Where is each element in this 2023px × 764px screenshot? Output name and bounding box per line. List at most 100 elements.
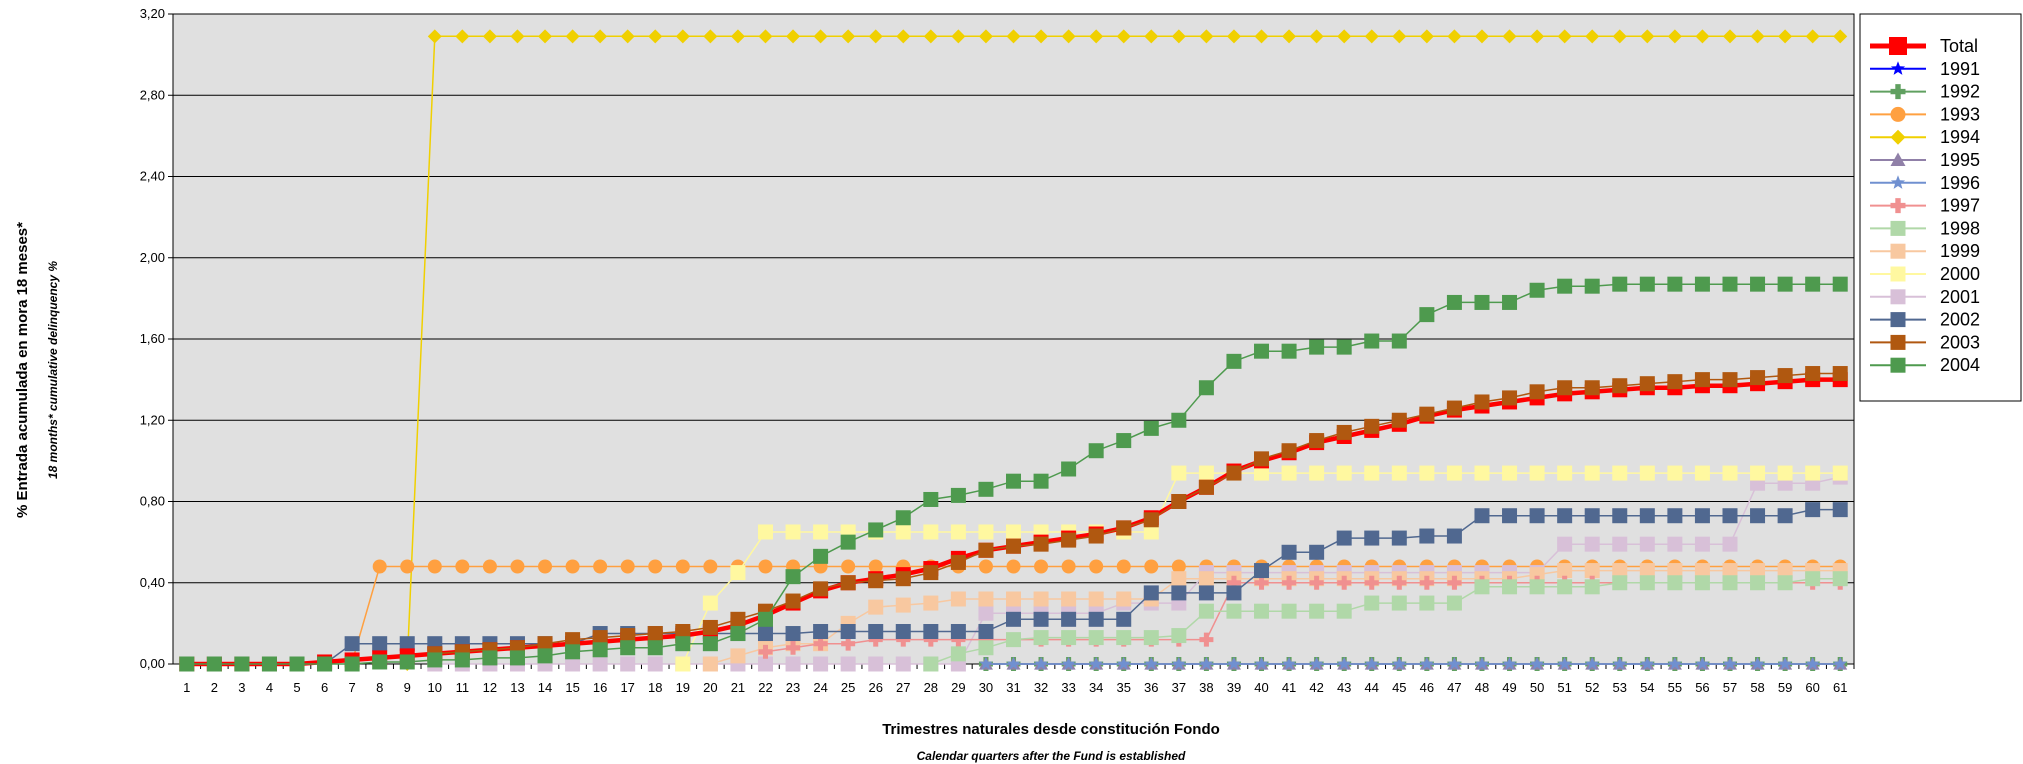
data-point-1999 bbox=[730, 648, 746, 664]
data-point-2003 bbox=[1391, 412, 1407, 428]
x-tick-label: 50 bbox=[1530, 680, 1544, 695]
data-point-2000 bbox=[1557, 465, 1573, 481]
data-point-1994 bbox=[868, 29, 883, 44]
data-point-2000 bbox=[813, 524, 829, 540]
data-point-1993 bbox=[1116, 559, 1131, 574]
data-point-2002 bbox=[923, 624, 939, 639]
data-point-2000 bbox=[1391, 465, 1407, 481]
data-point-1997 bbox=[951, 632, 966, 647]
data-point-2004 bbox=[1116, 433, 1132, 449]
data-point-2000 bbox=[1722, 465, 1738, 481]
legend-label: 2003 bbox=[1940, 332, 1980, 352]
data-point-1997 bbox=[1364, 575, 1379, 590]
x-tick-label: 51 bbox=[1557, 680, 1571, 695]
data-point-1999 bbox=[868, 599, 884, 615]
data-point-1996 bbox=[1750, 657, 1765, 670]
x-tick-label: 52 bbox=[1585, 680, 1599, 695]
data-point-1994 bbox=[482, 29, 497, 44]
data-point-1996 bbox=[1365, 657, 1379, 670]
legend-item-1994: 1994 bbox=[1870, 127, 1980, 147]
data-point-1996 bbox=[1833, 657, 1847, 670]
data-point-2004 bbox=[592, 642, 608, 658]
data-point-1994 bbox=[648, 29, 663, 44]
data-point-1994 bbox=[593, 29, 608, 44]
data-point-1999 bbox=[1088, 591, 1104, 607]
data-point-1994 bbox=[1557, 29, 1572, 44]
x-axis-title: Trimestres naturales desde constitución … bbox=[882, 721, 1220, 738]
data-point-1993 bbox=[675, 559, 690, 574]
data-point-2000 bbox=[1529, 465, 1545, 481]
data-point-1999 bbox=[1777, 563, 1793, 579]
x-tick-label: 21 bbox=[731, 680, 745, 695]
x-tick-label: 42 bbox=[1309, 680, 1323, 695]
data-point-1996 bbox=[1006, 657, 1021, 670]
data-point-1996 bbox=[1172, 657, 1186, 670]
data-point-2004 bbox=[978, 481, 994, 497]
x-tick-label: 14 bbox=[538, 680, 552, 695]
legend-swatch-marker bbox=[1890, 266, 1906, 282]
data-point-2003 bbox=[1639, 376, 1655, 392]
data-point-2000 bbox=[1446, 465, 1462, 481]
data-point-1999 bbox=[1529, 567, 1545, 583]
data-point-1994 bbox=[1309, 29, 1324, 44]
data-point-1996 bbox=[1447, 657, 1462, 670]
data-point-2002 bbox=[1061, 611, 1077, 627]
data-point-1994 bbox=[978, 29, 993, 44]
x-tick-label: 1 bbox=[183, 680, 190, 695]
data-point-1993 bbox=[1034, 559, 1049, 574]
data-point-2001 bbox=[1667, 536, 1683, 552]
data-point-2002 bbox=[1639, 508, 1655, 524]
legend-label: 1993 bbox=[1940, 104, 1980, 124]
data-point-1996 bbox=[1695, 657, 1710, 670]
data-point-2004 bbox=[730, 626, 746, 642]
data-point-1998 bbox=[1309, 603, 1325, 619]
data-point-2002 bbox=[1391, 530, 1407, 546]
legend-label: Total bbox=[1940, 36, 1978, 56]
x-tick-label: 19 bbox=[676, 680, 690, 695]
data-point-2000 bbox=[1777, 465, 1793, 481]
data-point-1993 bbox=[620, 559, 635, 574]
legend-item-1998: 1998 bbox=[1870, 218, 1980, 238]
data-point-2002 bbox=[1667, 508, 1683, 524]
data-point-1996 bbox=[1778, 657, 1792, 670]
data-point-1994 bbox=[1667, 29, 1682, 44]
data-point-1999 bbox=[1061, 591, 1077, 607]
data-point-2003 bbox=[1116, 520, 1132, 536]
legend-label: 1992 bbox=[1940, 82, 1980, 102]
legend-item-1993: 1993 bbox=[1870, 104, 1980, 124]
data-point-2004 bbox=[757, 611, 773, 627]
series-lines bbox=[179, 29, 1848, 672]
data-point-2002 bbox=[1281, 544, 1297, 560]
data-point-1998 bbox=[923, 656, 939, 672]
data-point-1997 bbox=[786, 640, 801, 655]
data-point-1997 bbox=[1199, 632, 1214, 647]
data-point-1996 bbox=[1117, 657, 1131, 670]
data-point-2002 bbox=[1584, 508, 1600, 524]
data-point-2000 bbox=[702, 595, 718, 611]
data-point-2001 bbox=[1612, 536, 1628, 552]
data-point-1994 bbox=[538, 29, 553, 44]
legend-label: 1998 bbox=[1940, 218, 1980, 238]
data-point-1999 bbox=[1557, 563, 1573, 579]
data-point-2003 bbox=[1750, 370, 1766, 386]
data-point-2004 bbox=[1805, 276, 1821, 292]
x-tick-label: 16 bbox=[593, 680, 607, 695]
legend-swatch-marker bbox=[1889, 37, 1907, 55]
data-point-1994 bbox=[1419, 29, 1434, 44]
data-point-1997 bbox=[1226, 575, 1241, 590]
data-point-1996 bbox=[1227, 657, 1241, 670]
x-tick-label: 17 bbox=[620, 680, 634, 695]
legend-swatch-marker bbox=[1890, 84, 1906, 100]
data-point-2003 bbox=[620, 628, 636, 644]
data-point-2000 bbox=[1336, 465, 1352, 481]
data-point-2004 bbox=[1474, 294, 1490, 310]
data-point-2003 bbox=[1198, 479, 1214, 495]
data-point-1994 bbox=[703, 29, 718, 44]
data-point-1998 bbox=[1061, 630, 1077, 646]
data-point-1998 bbox=[1336, 603, 1352, 619]
data-point-2003 bbox=[730, 611, 746, 627]
data-point-1998 bbox=[1391, 595, 1407, 611]
data-point-1994 bbox=[455, 29, 470, 44]
x-axis-subtitle: Calendar quarters after the Fund is esta… bbox=[917, 749, 1186, 763]
data-point-2002 bbox=[1033, 611, 1049, 627]
